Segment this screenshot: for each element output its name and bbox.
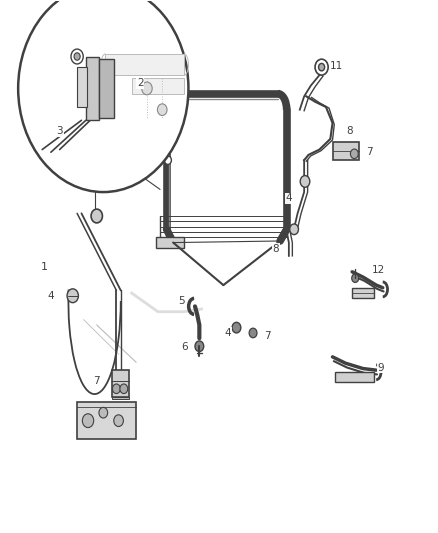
Text: 8: 8: [346, 126, 353, 136]
Circle shape: [157, 104, 167, 116]
Text: 7: 7: [264, 330, 270, 341]
Polygon shape: [132, 78, 184, 94]
Circle shape: [290, 224, 298, 235]
Text: 6: 6: [182, 342, 188, 352]
Circle shape: [114, 415, 124, 426]
Text: 4: 4: [286, 193, 292, 204]
Polygon shape: [86, 56, 99, 120]
Circle shape: [249, 328, 257, 338]
Circle shape: [352, 274, 359, 282]
Text: 5: 5: [179, 296, 185, 306]
Circle shape: [232, 322, 241, 333]
Circle shape: [350, 149, 358, 159]
Circle shape: [71, 49, 83, 64]
Circle shape: [142, 82, 152, 95]
Circle shape: [91, 209, 102, 223]
Polygon shape: [112, 370, 130, 397]
Text: 9: 9: [377, 362, 384, 373]
Circle shape: [318, 63, 325, 71]
Circle shape: [67, 289, 78, 303]
Polygon shape: [77, 402, 136, 439]
Circle shape: [164, 156, 171, 165]
Text: 11: 11: [329, 61, 343, 71]
Polygon shape: [352, 288, 374, 298]
Text: 3: 3: [57, 126, 63, 136]
Text: 4: 4: [224, 328, 231, 338]
Circle shape: [120, 384, 128, 393]
Text: 12: 12: [372, 265, 385, 275]
Polygon shape: [99, 59, 114, 118]
Polygon shape: [332, 142, 359, 160]
Text: 7: 7: [93, 376, 100, 386]
Circle shape: [315, 59, 328, 75]
Circle shape: [300, 175, 310, 187]
Polygon shape: [155, 237, 184, 248]
Polygon shape: [112, 397, 130, 399]
Text: 8: 8: [272, 244, 279, 254]
Polygon shape: [106, 54, 184, 75]
Circle shape: [99, 407, 108, 418]
Text: 1: 1: [41, 262, 48, 271]
Text: 2: 2: [137, 78, 144, 88]
Circle shape: [18, 0, 188, 192]
Polygon shape: [77, 67, 87, 107]
Text: 7: 7: [366, 147, 373, 157]
Text: 4: 4: [48, 290, 54, 301]
Circle shape: [195, 341, 204, 352]
Circle shape: [113, 384, 120, 393]
Circle shape: [74, 53, 80, 60]
Circle shape: [82, 414, 94, 427]
Polygon shape: [335, 372, 374, 382]
